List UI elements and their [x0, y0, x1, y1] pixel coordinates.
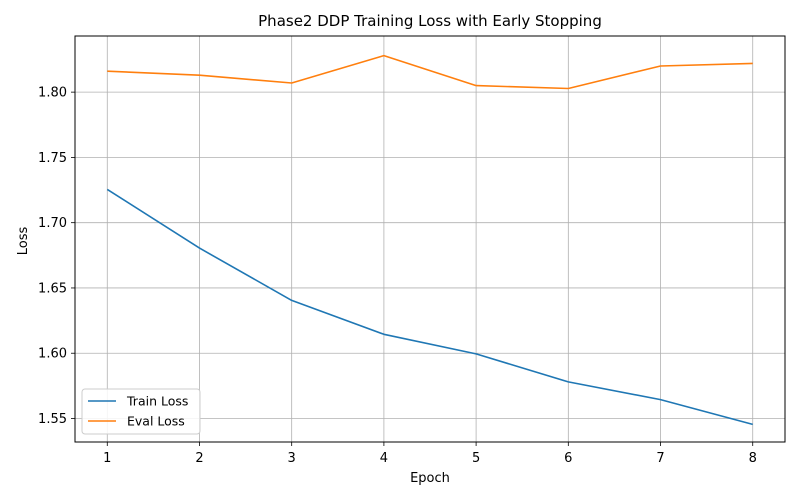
series-line-train-loss [106, 188, 753, 426]
chart-title: Phase2 DDP Training Loss with Early Stop… [258, 12, 602, 30]
series-line-eval-loss [107, 54, 753, 90]
y-tick-label: 1.75 [38, 151, 67, 166]
y-tick-label: 1.60 [38, 347, 67, 362]
x-tick-label: 4 [380, 451, 388, 466]
axis-ticks: 1 2 3 4 5 6 7 8 1.55 1.60 1.65 1.70 1.75 1.80 [38, 86, 757, 466]
y-tick-label: 1.70 [38, 216, 67, 231]
x-tick-label: 1 [103, 451, 111, 466]
y-tick-label: 1.55 [38, 412, 67, 427]
legend: Train Loss Eval Loss [81, 388, 201, 435]
x-tick-label: 8 [749, 451, 757, 466]
y-tick-label: 1.80 [38, 86, 67, 101]
legend-label: Train Loss [126, 394, 188, 409]
x-tick-label: 5 [472, 451, 480, 466]
x-tick-label: 3 [288, 451, 296, 466]
series-lines [106, 54, 753, 426]
x-axis-label: Epoch [410, 471, 450, 486]
legend-label: Eval Loss [127, 414, 185, 429]
y-tick-label: 1.65 [38, 281, 67, 296]
x-tick-label: 7 [656, 451, 664, 466]
x-tick-label: 6 [564, 451, 572, 466]
x-tick-label: 2 [195, 451, 203, 466]
y-axis-label: Loss [16, 227, 31, 256]
plot-frame [74, 35, 786, 443]
